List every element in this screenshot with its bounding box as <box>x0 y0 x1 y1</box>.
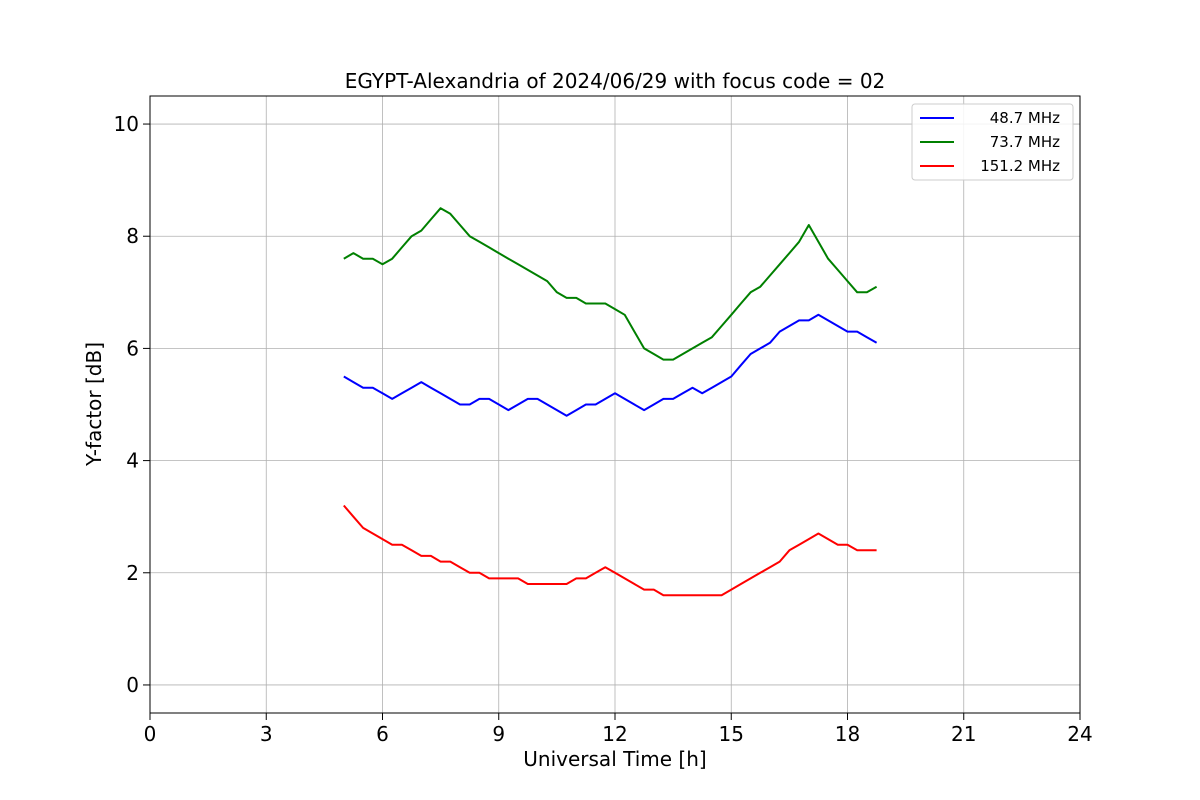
legend-label: 151.2 MHz <box>980 157 1060 175</box>
y-tick-label: 10 <box>114 112 139 136</box>
y-tick-label: 2 <box>126 561 139 585</box>
x-tick-label: 15 <box>719 722 744 746</box>
x-tick-label: 18 <box>835 722 860 746</box>
x-tick-label: 9 <box>492 722 505 746</box>
y-tick-label: 0 <box>126 673 139 697</box>
y-axis-ticks: 0 2 4 6 8 10 <box>114 112 150 697</box>
series-line-0 <box>343 313 878 417</box>
y-tick-label: 8 <box>126 224 139 248</box>
x-axis-label: Universal Time [h] <box>523 747 706 771</box>
x-tick-label: 24 <box>1067 722 1092 746</box>
legend-label: 48.7 MHz <box>990 109 1060 127</box>
x-tick-label: 3 <box>260 722 273 746</box>
x-tick-label: 12 <box>602 722 627 746</box>
x-axis-ticks: 0 3 6 9 12 15 18 21 24 <box>144 713 1093 746</box>
y-axis-label: Y-factor [dB] <box>82 342 106 467</box>
x-tick-label: 21 <box>951 722 976 746</box>
legend-label: 73.7 MHz <box>990 133 1060 151</box>
series-line-1 <box>343 207 878 361</box>
series-line-2 <box>343 504 877 597</box>
legend-box <box>911 103 1074 181</box>
y-tick-label: 4 <box>126 449 139 473</box>
y-tick-label: 6 <box>126 336 139 360</box>
legend: 48.7 MHz 73.7 MHz 151.2 MHz <box>911 103 1074 181</box>
series-lines <box>343 207 878 597</box>
x-tick-label: 0 <box>144 722 157 746</box>
x-tick-label: 6 <box>376 722 389 746</box>
chart-title: EGYPT-Alexandria of 2024/06/29 with focu… <box>345 69 886 93</box>
